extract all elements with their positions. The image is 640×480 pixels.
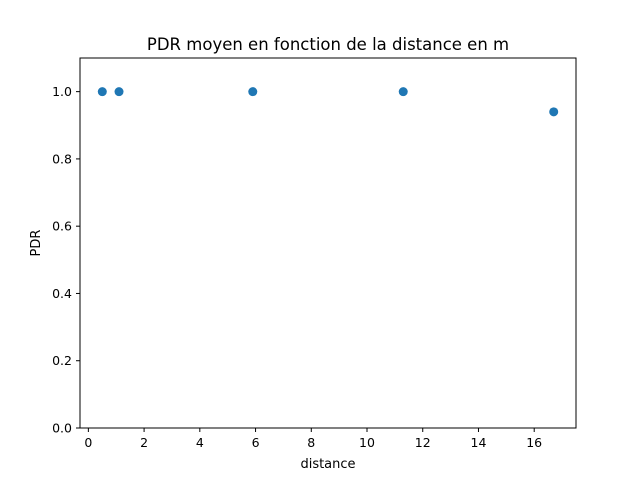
- chart-title: PDR moyen en fonction de la distance en …: [147, 35, 509, 54]
- y-tick-label: 0.6: [52, 219, 72, 234]
- axes-frame: [79, 57, 577, 429]
- y-axis-label: PDR: [29, 230, 44, 257]
- scatter-point: [114, 87, 124, 97]
- scatter-point: [398, 87, 408, 97]
- x-tick-label: 10: [359, 435, 375, 450]
- y-tick-label: 0.2: [52, 353, 72, 368]
- x-axis-label: distance: [300, 457, 355, 472]
- y-tick-label: 0.8: [52, 151, 72, 166]
- y-tick-label: 1.0: [52, 84, 72, 99]
- x-tick-label: 16: [526, 435, 542, 450]
- scatter-point: [549, 107, 559, 117]
- x-tick-label: 4: [196, 435, 204, 450]
- y-tick-label: 0.0: [52, 421, 72, 436]
- x-tick-label: 2: [140, 435, 148, 450]
- scatter-point: [97, 87, 107, 97]
- x-tick-label: 14: [471, 435, 487, 450]
- plot-area: 0 2 4 6 8 10 12 14 16 0.0 0.2 0.4 0.6 0.8 1.0: [52, 84, 559, 450]
- x-tick-label: 12: [415, 435, 431, 450]
- x-tick-label: 6: [252, 435, 260, 450]
- x-tick-label: 0: [84, 435, 92, 450]
- x-tick-label: 8: [307, 435, 315, 450]
- scatter-point: [248, 87, 258, 97]
- y-tick-label: 0.4: [52, 286, 72, 301]
